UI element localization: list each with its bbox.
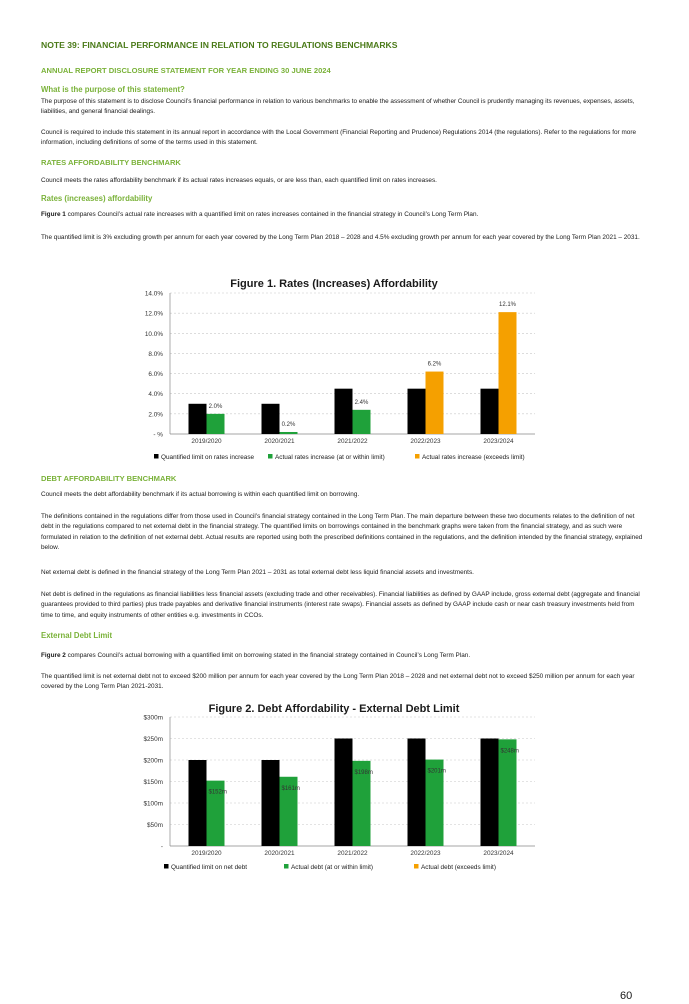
bar-quantified-limit-on-rates-increase <box>480 388 499 434</box>
debt-paragraph-2: The definitions contained in the regulat… <box>41 513 643 551</box>
chart-title: Figure 2. Debt Affordability - External … <box>209 703 460 715</box>
y-tick-label: $250m <box>143 736 163 743</box>
legend-swatch <box>414 864 419 869</box>
bar-quantified-limit-on-net-debt <box>334 738 353 846</box>
rates-paragraph-2-text: compares Council’s actual rate increases… <box>65 211 479 218</box>
page-number: 60 <box>620 990 633 1002</box>
y-tick-label: 6.0% <box>148 371 163 378</box>
purpose-paragraph-1: The purpose of this statement is to disc… <box>41 98 635 116</box>
bar-quantified-limit-on-rates-increase <box>334 388 353 434</box>
legend-label: Actual debt (exceeds limit) <box>421 864 496 871</box>
rates-paragraph-1: Council meets the rates affordability be… <box>41 177 437 184</box>
data-label: 2.0% <box>209 404 223 410</box>
legend-swatch <box>268 454 273 459</box>
figure-2-chart: Figure 2. Debt Affordability - External … <box>143 703 535 871</box>
y-tick-label: 8.0% <box>148 351 163 358</box>
y-tick-label: 2.0% <box>148 411 163 418</box>
legend-swatch <box>154 454 159 459</box>
bar-actual-debt-at-or-within-limit <box>425 759 444 846</box>
figure-2-reference: Figure 2 <box>41 652 66 659</box>
rates-paragraph-3: The quantified limit is 3% excluding gro… <box>41 234 640 241</box>
rates-sub-heading: Rates (increases) affordability <box>41 194 153 203</box>
y-tick-label: $200m <box>143 758 163 765</box>
legend-label: Quantified limit on rates increase <box>161 454 255 461</box>
bar-quantified-limit-on-net-debt <box>188 760 207 846</box>
x-tick-label: 2021/2022 <box>337 438 368 445</box>
debt-paragraph-4: Net debt is defined in the regulations a… <box>41 591 640 619</box>
y-tick-label: - <box>161 844 163 851</box>
data-label: $201m <box>428 769 446 775</box>
bar-actual-rates-increase-at-or-within-limit <box>206 413 225 434</box>
bar-quantified-limit-on-rates-increase <box>261 403 280 434</box>
x-tick-label: 2022/2023 <box>410 438 441 445</box>
data-label: $198m <box>355 770 373 776</box>
data-label: $248m <box>501 748 519 754</box>
bar-quantified-limit-on-rates-increase <box>188 403 207 434</box>
bar-quantified-limit-on-net-debt <box>261 760 280 846</box>
legend-swatch <box>284 864 289 869</box>
bar-actual-rates-increase-exceeds-limit <box>498 312 517 434</box>
y-tick-label: 12.0% <box>145 311 163 318</box>
legend-label: Actual rates increase (at or within limi… <box>275 454 385 461</box>
purpose-heading: What is the purpose of this statement? <box>41 85 185 94</box>
x-tick-label: 2019/2020 <box>191 438 222 445</box>
data-label: $152m <box>209 790 227 796</box>
debt-sub-heading: External Debt Limit <box>41 631 113 640</box>
debt-paragraph-6: The quantified limit is net external deb… <box>41 673 635 691</box>
statement-subtitle: ANNUAL REPORT DISCLOSURE STATEMENT FOR Y… <box>41 66 331 75</box>
debt-paragraph-5: Figure 2 compares Council’s actual borro… <box>41 651 647 661</box>
data-label: 0.2% <box>282 422 296 428</box>
bar-quantified-limit-on-net-debt <box>480 738 499 846</box>
bar-actual-debt-at-or-within-limit <box>352 760 371 846</box>
x-tick-label: 2020/2021 <box>264 438 295 445</box>
debt-paragraph-1: Council meets the debt affordability ben… <box>41 491 360 498</box>
bar-actual-debt-at-or-within-limit <box>498 739 517 846</box>
y-tick-label: $300m <box>143 715 163 722</box>
figure-1-chart: Figure 1. Rates (Increases) Affordabilit… <box>145 278 535 461</box>
legend-swatch <box>415 454 420 459</box>
x-tick-label: 2023/2024 <box>483 850 514 857</box>
debt-heading: DEBT AFFORDABILITY BENCHMARK <box>41 474 177 483</box>
legend-label: Quantified limit on net debt <box>171 864 247 871</box>
bar-quantified-limit-on-rates-increase <box>407 388 426 434</box>
rates-heading: RATES AFFORDABILITY BENCHMARK <box>41 158 181 167</box>
rates-paragraph-2: Figure 1 compares Council’s actual rate … <box>41 210 647 220</box>
purpose-paragraph-2: Council is required to include this stat… <box>41 129 637 147</box>
y-tick-label: 4.0% <box>148 391 163 398</box>
y-tick-label: 10.0% <box>145 331 163 338</box>
data-label: 2.4% <box>355 400 369 406</box>
data-label: $161m <box>282 786 300 792</box>
bar-actual-debt-at-or-within-limit <box>279 776 298 846</box>
x-tick-label: 2021/2022 <box>337 850 368 857</box>
legend-swatch <box>164 864 169 869</box>
legend-label: Actual rates increase (exceeds limit) <box>422 454 525 461</box>
bar-actual-rates-increase-exceeds-limit <box>425 371 444 434</box>
legend-label: Actual debt (at or within limit) <box>291 864 373 871</box>
y-tick-label: $50m <box>147 822 163 829</box>
bar-actual-debt-at-or-within-limit <box>206 780 225 846</box>
x-tick-label: 2019/2020 <box>191 850 222 857</box>
figure-1-reference: Figure 1 <box>41 211 66 218</box>
debt-paragraph-3: Net external debt is defined in the fina… <box>41 569 474 576</box>
data-label: 6.2% <box>428 362 442 368</box>
x-tick-label: 2023/2024 <box>483 438 514 445</box>
chart-title: Figure 1. Rates (Increases) Affordabilit… <box>230 278 438 290</box>
bar-actual-rates-increase-at-or-within-limit <box>352 409 371 434</box>
x-tick-label: 2020/2021 <box>264 850 295 857</box>
bar-quantified-limit-on-net-debt <box>407 738 426 846</box>
y-tick-label: $100m <box>143 801 163 808</box>
y-tick-label: - % <box>153 432 163 439</box>
bar-actual-rates-increase-at-or-within-limit <box>279 431 298 434</box>
data-label: 12.1% <box>499 302 517 308</box>
x-tick-label: 2022/2023 <box>410 850 441 857</box>
y-tick-label: 14.0% <box>145 291 163 298</box>
note-title: NOTE 39: FINANCIAL PERFORMANCE IN RELATI… <box>41 40 398 50</box>
debt-paragraph-5-text: compares Council’s actual borrowing with… <box>65 652 471 659</box>
y-tick-label: $150m <box>143 779 163 786</box>
